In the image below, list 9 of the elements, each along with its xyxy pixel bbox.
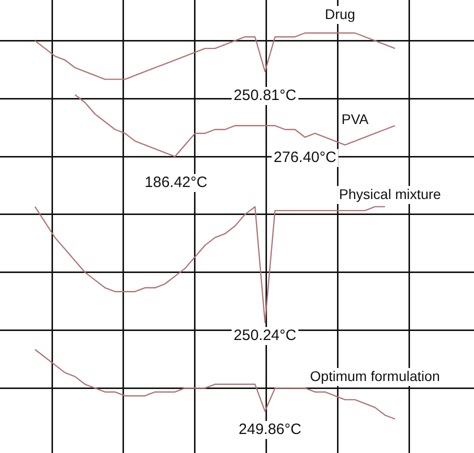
series-label: PVA xyxy=(342,110,370,127)
annotation: 250.81°C xyxy=(234,87,297,104)
text: 249.86°C xyxy=(238,421,302,438)
series-label: Physical mixture xyxy=(339,186,442,202)
annotation: 250.24°C xyxy=(234,327,297,344)
annotation: 186.42°C xyxy=(144,174,208,192)
annotation: 276.40°C xyxy=(274,149,337,166)
series-label: Drug xyxy=(324,6,356,22)
series-label: Optimum formulation xyxy=(310,368,440,384)
